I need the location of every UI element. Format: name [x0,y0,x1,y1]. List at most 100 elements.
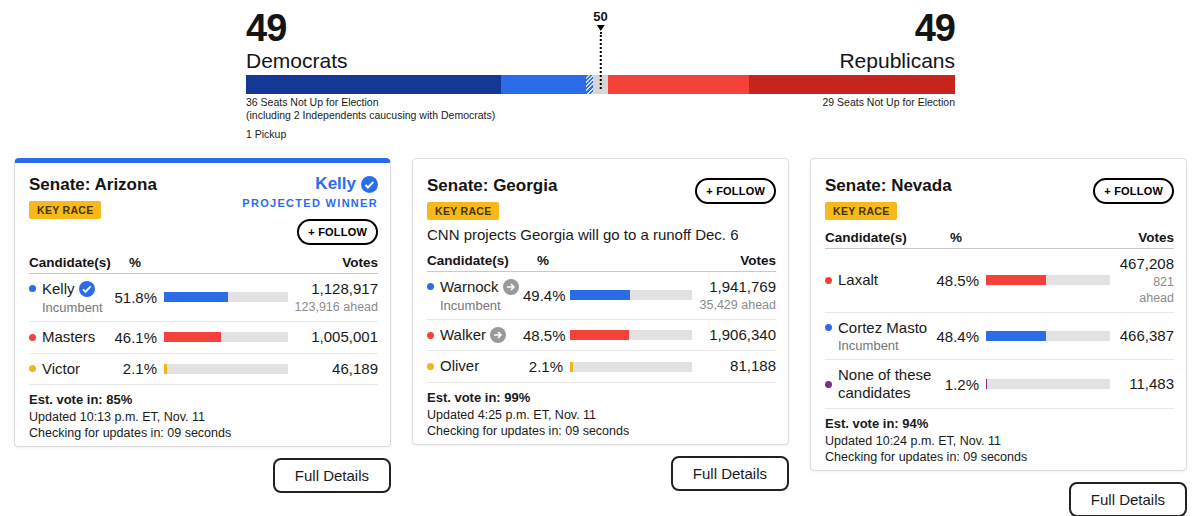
full-details-button[interactable]: Full Details [671,456,789,491]
card-column-nevada: Senate: Nevada KEY RACE + FOLLOW Candida… [810,158,1187,516]
party-dot [29,285,36,292]
follow-button[interactable]: + FOLLOW [297,219,378,245]
candidate-row: Victor 2.1% 46,189 [29,354,378,386]
party-dot [825,277,832,284]
party-dot [427,283,434,290]
candidate-row: Walker 48.5% 1,906,340 [427,320,776,352]
rep-not-up-note: 29 Seats Not Up for Election [823,96,956,121]
col-percent: % [523,253,563,268]
candidate-votes: 46,189 [294,360,378,379]
candidate-pct: 46.1% [113,329,157,346]
checking-updates: Checking for updates in: 09 seconds [825,449,1174,465]
candidate-row: None of these candidates 1.2% 11,483 [825,360,1174,409]
vote-bar [986,331,1110,341]
card-footer: Est. vote in: 94% Updated 10:24 p.m. ET,… [825,409,1174,465]
results-table-header: Candidate(s) % Votes [825,230,1174,249]
vote-bar [570,362,692,372]
full-details-button[interactable]: Full Details [1069,482,1187,516]
candidate-row: Laxalt 48.5% 467,208 821 ahead [825,249,1174,313]
candidate-name: Laxalt [838,271,878,290]
vote-bar [164,364,288,374]
incumbent-label: Incumbent [838,338,927,353]
dem-not-up-note: 36 Seats Not Up for Election [246,96,495,109]
key-race-badge: KEY RACE [825,202,897,220]
checking-updates: Checking for updates in: 09 seconds [29,425,378,441]
col-percent: % [113,255,157,270]
ahead-label: 35,429 ahead [698,297,776,313]
vote-bar [570,290,692,300]
candidate-pct: 2.1% [113,360,157,377]
est-vote-in: Est. vote in: 99% [427,390,776,407]
candidate-votes: 466,387 [1116,327,1174,346]
race-title: Senate: Arizona [29,175,157,195]
candidate-pct: 2.1% [523,358,563,375]
candidate-name: Masters [42,328,95,347]
vote-bar [164,292,288,302]
col-percent: % [933,230,979,245]
dem-party-label: Democrats [246,49,348,72]
race-card-arizona: Senate: Arizona KEY RACE Kelly PROJECTED… [14,158,391,447]
ahead-label: 821 ahead [1116,274,1174,306]
winner-check-icon [79,281,95,297]
rep-party-label: Republicans [839,49,955,72]
party-dot [825,381,832,388]
incumbent-label: Incumbent [440,298,519,313]
runoff-arrow-icon [490,327,506,343]
follow-button[interactable]: + FOLLOW [695,178,776,204]
candidate-name: Warnock [440,278,499,297]
race-title: Senate: Georgia [427,176,557,196]
race-card-nevada: Senate: Nevada KEY RACE + FOLLOW Candida… [810,158,1187,471]
candidate-votes: 1,128,917 [294,280,378,299]
updated-time: Updated 10:24 p.m. ET, Nov. 11 [825,433,1174,449]
vote-bar [986,275,1110,285]
dem-header: 49 Democrats [246,10,348,72]
rep-seat-count: 49 [839,10,955,46]
col-candidates: Candidate(s) [825,230,933,245]
col-candidates: Candidate(s) [29,255,113,270]
rep-won-segment [608,75,750,94]
dem-independents-note: (including 2 Independents caucusing with… [246,109,495,122]
majority-marker: 50 [593,10,607,89]
follow-button[interactable]: + FOLLOW [1093,178,1174,204]
dem-won-segment [501,75,586,94]
card-column-arizona: Senate: Arizona KEY RACE Kelly PROJECTED… [14,158,391,493]
candidate-row: Masters 46.1% 1,005,001 [29,322,378,354]
candidate-pct: 48.4% [933,328,979,345]
rep-not-up-segment [749,75,955,94]
candidate-name: None of these candidates [838,366,931,401]
winner-check-icon [361,176,378,193]
race-cards: Senate: Arizona KEY RACE Kelly PROJECTED… [14,158,1187,516]
candidate-pct: 48.5% [933,272,979,289]
candidate-row: Cortez Masto Incumbent 48.4% 466,387 [825,313,1174,361]
dem-not-up-segment [246,75,501,94]
est-vote-in: Est. vote in: 85% [29,392,378,409]
incumbent-label: Incumbent [42,300,103,315]
party-dot [427,332,434,339]
candidate-pct: 1.2% [933,376,979,393]
ahead-label: 123,916 ahead [294,299,378,315]
rep-header: 49 Republicans [839,10,955,72]
race-card-georgia: Senate: Georgia KEY RACE + FOLLOW CNN pr… [412,158,789,444]
results-table-header: Candidate(s) % Votes [29,255,378,274]
candidate-name: Oliver [440,357,479,376]
key-race-badge: KEY RACE [427,202,499,220]
col-votes: Votes [294,255,378,270]
runoff-arrow-icon [503,279,519,295]
projected-winner-label: PROJECTED WINNER [242,197,378,209]
card-footer: Est. vote in: 85% Updated 10:13 p.m. ET,… [29,385,378,441]
race-title: Senate: Nevada [825,176,952,196]
col-votes: Votes [698,253,776,268]
candidate-row: Oliver 2.1% 81,188 [427,351,776,383]
vote-bar [570,330,692,340]
party-dot [825,324,832,331]
updated-time: Updated 4:25 p.m. ET, Nov. 11 [427,407,776,423]
est-vote-in: Est. vote in: 94% [825,416,1174,433]
checking-updates: Checking for updates in: 09 seconds [427,423,776,439]
candidate-pct: 48.5% [523,327,563,344]
dem-notes: 36 Seats Not Up for Election (including … [246,96,495,121]
results-table-header: Candidate(s) % Votes [427,253,776,272]
full-details-button[interactable]: Full Details [273,458,391,493]
candidate-name: Cortez Masto [838,319,927,338]
balance-of-power: 49 Democrats 49 Republicans 50 36 Seats … [246,10,955,140]
dem-pickup-note: 1 Pickup [246,128,955,140]
